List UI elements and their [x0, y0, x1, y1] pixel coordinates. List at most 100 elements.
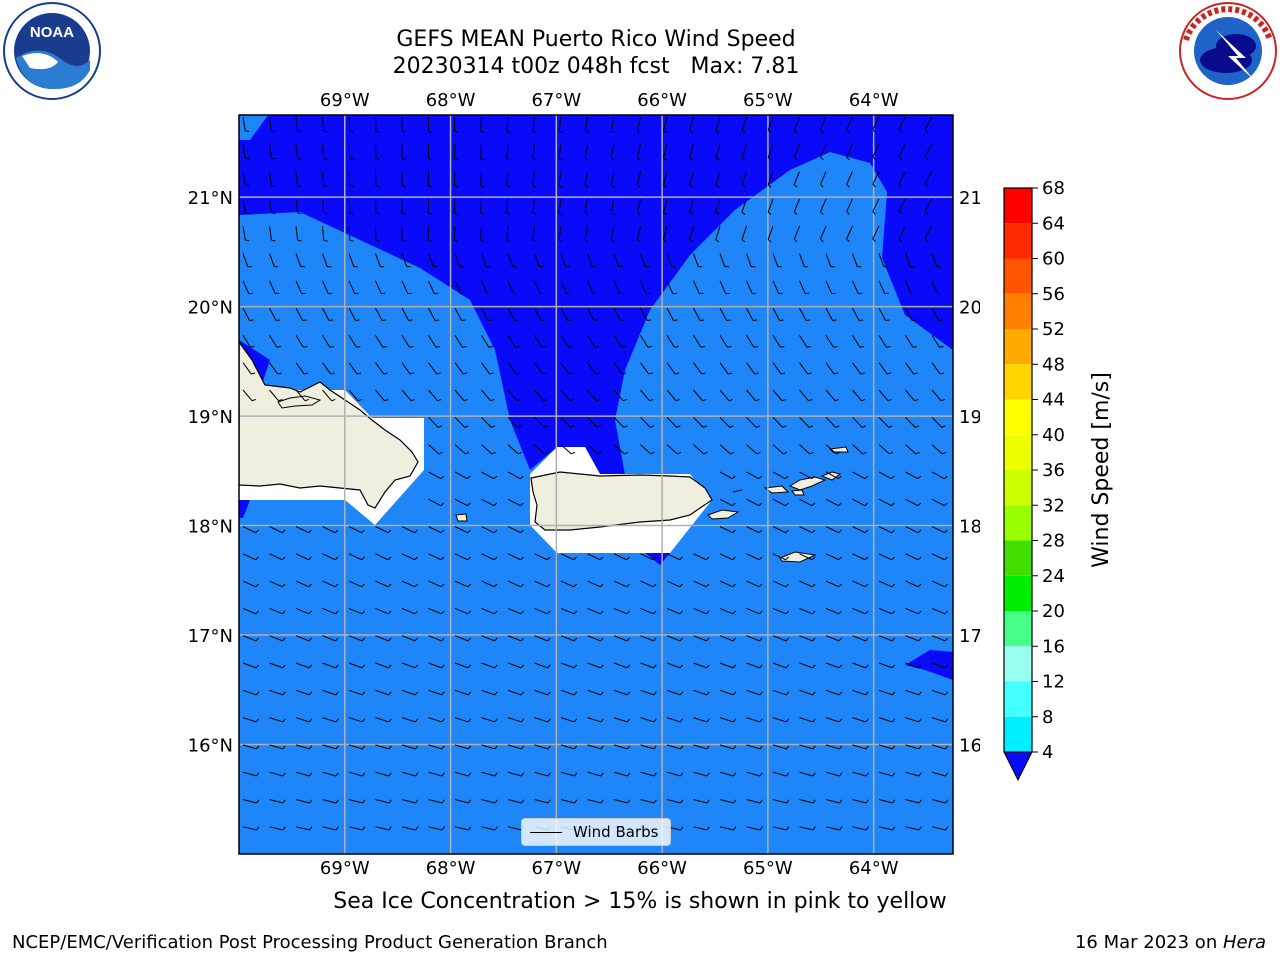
wind-barb-flag	[308, 637, 313, 642]
wind-barb-flag	[759, 826, 763, 831]
wind-barb-flag	[441, 718, 445, 723]
wind-barb-flag	[297, 212, 302, 215]
wind-barb-flag	[515, 346, 520, 348]
wind-barb	[481, 689, 495, 696]
wind-barb-flag	[864, 529, 869, 534]
wind-barb-flag	[388, 799, 392, 804]
wind-barb-flag	[335, 664, 339, 669]
colorbar-block	[1004, 329, 1032, 365]
wind-barb	[640, 253, 646, 267]
wind-barb-flag	[415, 745, 419, 750]
wind-barb	[507, 689, 522, 696]
wind-barb	[322, 335, 331, 348]
wind-barb-flag	[516, 398, 521, 402]
wind-barb-flag	[898, 129, 902, 133]
wind-barb-flag	[887, 398, 892, 402]
colorbar-block	[1004, 681, 1032, 717]
wind-barb	[931, 416, 943, 428]
wind-barb-flag	[278, 398, 283, 402]
wind-barb-flag	[741, 157, 746, 161]
wind-barb-flag	[323, 157, 328, 160]
wind-barb	[454, 717, 469, 723]
wind-barb-flag	[438, 451, 443, 455]
colorbar-tick-label: 60	[1042, 249, 1065, 270]
wind-barb-flag	[308, 556, 312, 561]
wind-barb-flag	[679, 718, 684, 723]
wind-barb-flag	[663, 239, 668, 243]
wind-barb	[772, 416, 784, 428]
map-frame	[238, 114, 954, 855]
wind-barb	[506, 116, 509, 131]
wind-barb-flag	[944, 502, 948, 507]
wind-barb-flag	[783, 451, 788, 455]
wind-barb	[878, 444, 890, 455]
wind-barb-flag	[468, 826, 472, 831]
wind-barb-flag	[782, 425, 787, 428]
wind-barb	[560, 744, 575, 750]
wind-barb-flag	[741, 239, 746, 243]
wind-barb	[693, 717, 707, 723]
colorbar-block	[1004, 293, 1032, 329]
wind-barb-flag	[297, 185, 302, 188]
wind-barb-flag	[334, 529, 339, 534]
wind-barb	[772, 253, 779, 267]
wind-barb	[322, 553, 336, 561]
map-title: GEFS MEAN Puerto Rico Wind Speed	[396, 27, 796, 52]
wind-barb	[322, 580, 336, 588]
colorbar-block	[1004, 505, 1032, 541]
wind-barb-flag	[941, 425, 946, 428]
wind-barb	[772, 799, 787, 804]
wind-barb-flag	[812, 826, 816, 831]
wind-barb-flag	[349, 239, 354, 242]
wind-barb-flag	[627, 745, 631, 750]
wind-barb	[348, 744, 363, 750]
wind-barb	[640, 744, 655, 750]
colorbar-block	[1004, 258, 1032, 294]
wind-barb	[481, 444, 493, 455]
wind-barb-flag	[917, 475, 922, 480]
wind-barb-flag	[569, 398, 574, 402]
wind-barb-flag	[918, 772, 922, 777]
wind-barb	[534, 771, 549, 777]
wind-barb-flag	[401, 185, 407, 188]
wind-barb	[481, 799, 496, 804]
wind-barb	[878, 335, 887, 348]
wind-barb	[295, 771, 310, 777]
wind-barb-flag	[812, 637, 816, 642]
wind-barb-flag	[637, 239, 641, 243]
wind-barb	[905, 744, 920, 750]
wind-barb-flag	[506, 157, 511, 161]
wind-barb-flag	[820, 129, 824, 134]
wind-barb-flag	[362, 799, 366, 804]
wind-barb	[878, 744, 893, 750]
wind-barb-flag	[569, 372, 574, 375]
wind-barb	[613, 416, 625, 428]
wind-barb-flag	[309, 799, 313, 804]
wind-barb	[898, 225, 906, 239]
wind-barb-flag	[281, 556, 286, 561]
wind-barb	[799, 717, 813, 723]
wind-barb	[636, 144, 641, 159]
wind-barb	[507, 826, 522, 831]
wind-barb	[640, 635, 654, 642]
wind-barb	[507, 307, 516, 321]
wind-barb	[375, 744, 390, 750]
wind-barb	[666, 280, 674, 294]
wind-barb	[924, 171, 933, 185]
wind-barb	[295, 144, 299, 159]
wind-barb-flag	[653, 637, 657, 642]
wind-barb	[587, 280, 594, 294]
wind-barb-flag	[282, 610, 286, 615]
wind-barb	[772, 362, 782, 375]
wind-barb	[507, 744, 522, 750]
wind-barb	[295, 362, 305, 375]
wind-barb	[428, 799, 443, 804]
lon-label-top: 64°W	[849, 90, 899, 111]
wind-barb	[767, 116, 774, 131]
wind-barb-flag	[428, 157, 433, 161]
wind-barb	[481, 307, 489, 321]
wind-barb-flag	[865, 718, 869, 723]
wind-barb-flag	[303, 346, 308, 348]
wind-barb-flag	[918, 718, 922, 723]
wind-barb	[613, 607, 628, 615]
